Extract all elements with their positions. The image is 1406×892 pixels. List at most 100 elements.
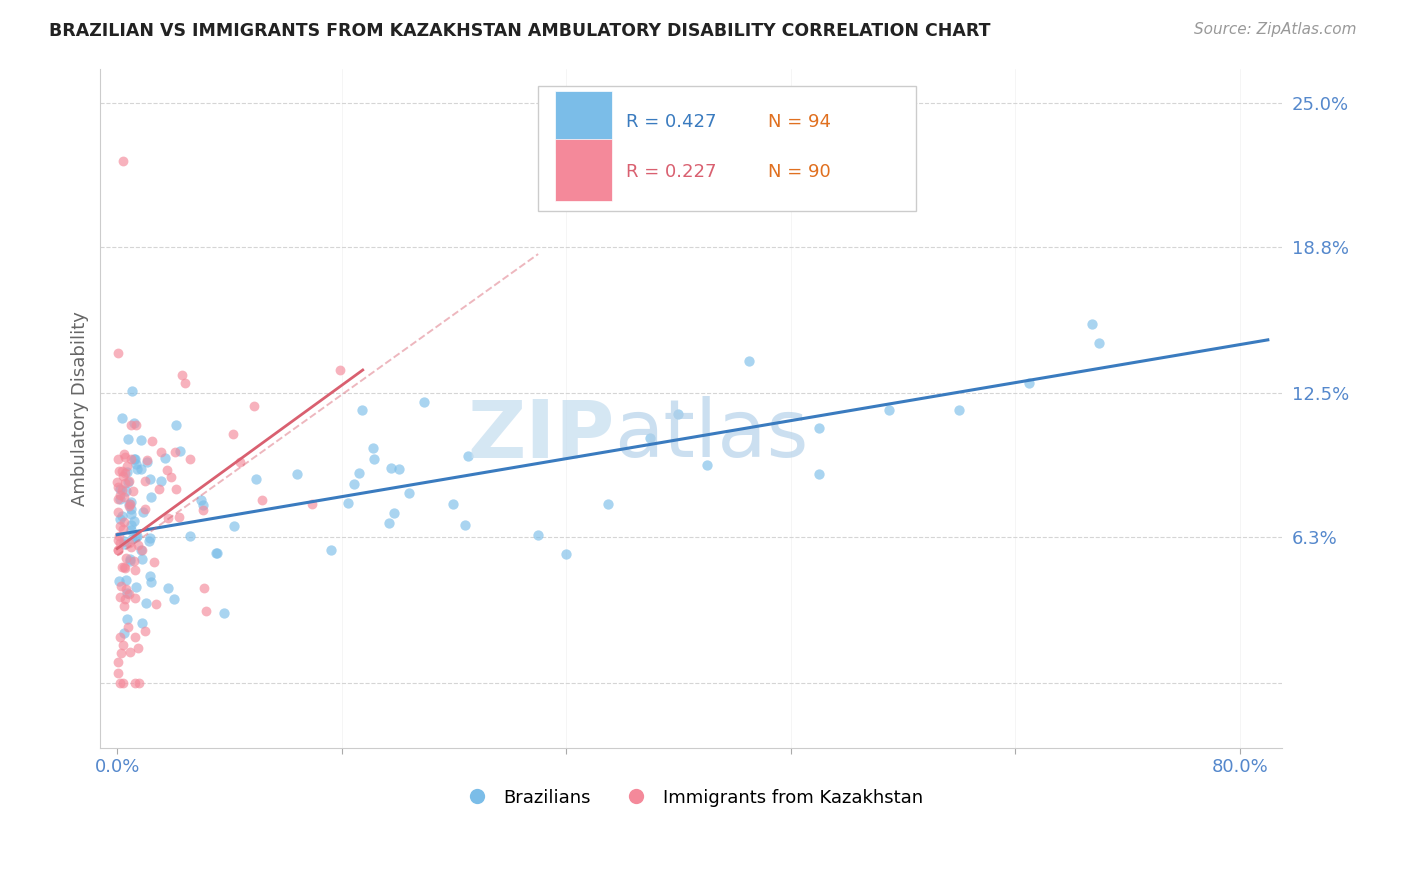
- Point: [807, 467, 830, 482]
- Point: [117, 620, 139, 634]
- Point: [120, 507, 142, 521]
- Text: ZIP: ZIP: [467, 396, 614, 475]
- Point: [121, 484, 143, 499]
- Point: [948, 403, 970, 417]
- Point: [352, 403, 374, 417]
- Point: [110, 646, 132, 660]
- Point: [120, 517, 142, 532]
- Point: [124, 563, 146, 577]
- Point: [124, 630, 146, 644]
- Point: [412, 395, 434, 409]
- Point: [337, 496, 360, 510]
- Point: [115, 586, 138, 600]
- Point: [125, 530, 148, 544]
- Point: [117, 475, 139, 489]
- Point: [112, 625, 135, 640]
- Point: [120, 523, 142, 537]
- Point: [378, 516, 401, 531]
- Point: [156, 510, 179, 524]
- Y-axis label: Ambulatory Disability: Ambulatory Disability: [72, 310, 89, 506]
- Point: [222, 427, 245, 442]
- Point: [139, 472, 162, 486]
- Point: [121, 384, 143, 398]
- Point: [110, 579, 132, 593]
- Point: [127, 641, 149, 656]
- Point: [111, 509, 134, 524]
- Point: [1018, 376, 1040, 390]
- Point: [128, 676, 150, 690]
- Point: [129, 462, 152, 476]
- Point: [117, 497, 139, 511]
- Point: [807, 421, 830, 435]
- Point: [136, 453, 159, 467]
- Point: [321, 542, 343, 557]
- FancyBboxPatch shape: [537, 86, 915, 211]
- Point: [107, 480, 129, 494]
- Text: R = 0.227: R = 0.227: [626, 163, 717, 181]
- Point: [398, 485, 420, 500]
- Point: [129, 433, 152, 447]
- Point: [131, 615, 153, 630]
- Point: [120, 502, 142, 516]
- Point: [174, 376, 197, 390]
- Point: [112, 638, 135, 652]
- Point: [118, 536, 141, 550]
- Point: [156, 463, 179, 477]
- Point: [329, 363, 352, 377]
- Point: [114, 534, 136, 549]
- Point: [343, 476, 366, 491]
- Point: [122, 451, 145, 466]
- Point: [114, 592, 136, 607]
- Point: [136, 455, 159, 469]
- Point: [134, 501, 156, 516]
- Point: [107, 533, 129, 547]
- Point: [737, 354, 759, 368]
- Point: [131, 505, 153, 519]
- Point: [139, 490, 162, 504]
- Point: [243, 399, 266, 413]
- Point: [124, 514, 146, 528]
- Point: [111, 560, 134, 574]
- Point: [163, 445, 186, 459]
- Point: [165, 482, 187, 496]
- Point: [555, 547, 578, 561]
- Point: [457, 449, 479, 463]
- Point: [245, 472, 267, 486]
- Point: [124, 676, 146, 690]
- Point: [112, 560, 135, 574]
- Point: [107, 346, 129, 360]
- Point: [193, 498, 215, 512]
- Point: [156, 581, 179, 595]
- Point: [114, 560, 136, 574]
- Point: [441, 496, 464, 510]
- FancyBboxPatch shape: [555, 91, 612, 153]
- Point: [112, 522, 135, 536]
- Point: [114, 450, 136, 464]
- Point: [382, 506, 405, 520]
- Point: [153, 451, 176, 466]
- Point: [118, 645, 141, 659]
- Point: [134, 474, 156, 488]
- Point: [347, 466, 370, 480]
- Point: [120, 417, 142, 432]
- Point: [179, 452, 201, 467]
- Point: [118, 497, 141, 511]
- Point: [205, 546, 228, 560]
- Point: [159, 470, 181, 484]
- Point: [361, 442, 384, 456]
- Point: [118, 499, 141, 513]
- Point: [134, 624, 156, 638]
- Point: [111, 154, 134, 169]
- Point: [120, 541, 142, 555]
- Point: [107, 491, 129, 506]
- Point: [124, 591, 146, 605]
- Point: [224, 519, 246, 533]
- Point: [121, 533, 143, 547]
- Point: [380, 461, 402, 475]
- Point: [877, 402, 900, 417]
- Point: [191, 502, 214, 516]
- Point: [148, 482, 170, 496]
- Point: [125, 418, 148, 433]
- Point: [193, 581, 215, 595]
- Point: [229, 455, 252, 469]
